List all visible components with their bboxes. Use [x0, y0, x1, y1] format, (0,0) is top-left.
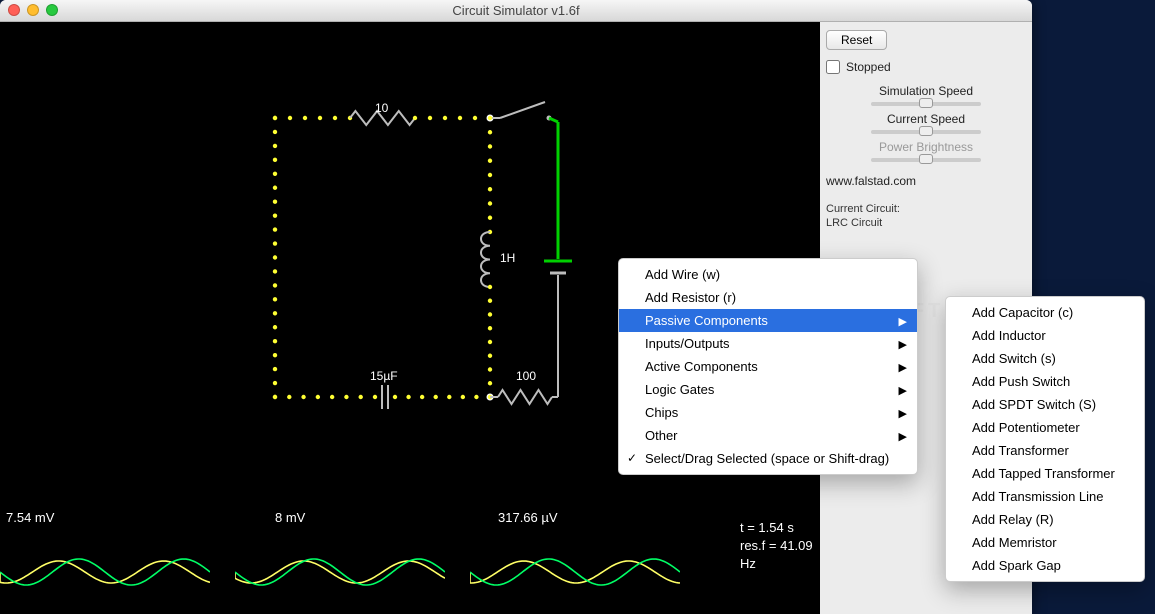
subctx-item-1[interactable]: Add Inductor [946, 324, 1144, 347]
zoom-icon[interactable] [46, 4, 58, 16]
svg-text:100: 100 [516, 369, 536, 383]
subctx-item-6[interactable]: Add Transformer [946, 439, 1144, 462]
current-circuit-name: LRC Circuit [826, 216, 1026, 230]
subctx-item-0[interactable]: Add Capacitor (c) [946, 301, 1144, 324]
context-menu[interactable]: Add Wire (w)Add Resistor (r)Passive Comp… [618, 258, 918, 475]
slider-power-brightness-label: Power Brightness [826, 140, 1026, 154]
ctx-item-2[interactable]: Passive Components▶ [619, 309, 917, 332]
subctx-item-11[interactable]: Add Spark Gap [946, 554, 1144, 577]
ctx-item-5[interactable]: Logic Gates▶ [619, 378, 917, 401]
slider-current-speed[interactable]: Current Speed [826, 112, 1026, 134]
scope-2-wave [235, 532, 445, 612]
ctx-item-6[interactable]: Chips▶ [619, 401, 917, 424]
subctx-item-2[interactable]: Add Switch (s) [946, 347, 1144, 370]
scope-3-label: 317.66 µV [498, 510, 558, 525]
submenu-arrow-icon: ▶ [899, 405, 907, 424]
window-controls [8, 4, 58, 16]
ctx-item-0[interactable]: Add Wire (w) [619, 263, 917, 286]
ctx-item-4[interactable]: Active Components▶ [619, 355, 917, 378]
svg-text:1H: 1H [500, 251, 515, 265]
submenu-arrow-icon: ▶ [899, 313, 907, 332]
submenu-arrow-icon: ▶ [899, 359, 907, 378]
window-title: Circuit Simulator v1.6f [452, 3, 579, 18]
ctx-item-3[interactable]: Inputs/Outputs▶ [619, 332, 917, 355]
minimize-icon[interactable] [27, 4, 39, 16]
subctx-item-8[interactable]: Add Transmission Line [946, 485, 1144, 508]
stopped-row[interactable]: Stopped [826, 60, 1026, 74]
scope-2-label: 8 mV [275, 510, 305, 525]
subctx-item-5[interactable]: Add Potentiometer [946, 416, 1144, 439]
subctx-item-4[interactable]: Add SPDT Switch (S) [946, 393, 1144, 416]
scope-1-wave [0, 532, 210, 612]
close-icon[interactable] [8, 4, 20, 16]
ctx-item-8[interactable]: Select/Drag Selected (space or Shift-dra… [619, 447, 917, 470]
check-icon: ✓ [627, 449, 637, 468]
svg-text:10: 10 [375, 101, 389, 115]
status-text: t = 1.54 sres.f = 41.09 Hz [740, 519, 820, 574]
stopped-label: Stopped [846, 60, 891, 74]
stopped-checkbox[interactable] [826, 60, 840, 74]
slider-sim-speed-label: Simulation Speed [826, 84, 1026, 98]
ctx-item-7[interactable]: Other▶ [619, 424, 917, 447]
subctx-item-10[interactable]: Add Memristor [946, 531, 1144, 554]
titlebar: Circuit Simulator v1.6f [0, 0, 1032, 22]
slider-sim-speed[interactable]: Simulation Speed [826, 84, 1026, 106]
current-circuit-block: Current Circuit: LRC Circuit [826, 202, 1026, 231]
reset-button[interactable]: Reset [826, 30, 887, 50]
context-submenu[interactable]: Add Capacitor (c)Add InductorAdd Switch … [945, 296, 1145, 582]
slider-power-brightness[interactable]: Power Brightness [826, 140, 1026, 162]
url-line[interactable]: www.falstad.com [826, 174, 1026, 188]
subctx-item-7[interactable]: Add Tapped Transformer [946, 462, 1144, 485]
scope-1-label: 7.54 mV [6, 510, 54, 525]
slider-current-speed-label: Current Speed [826, 112, 1026, 126]
subctx-item-9[interactable]: Add Relay (R) [946, 508, 1144, 531]
svg-text:15µF: 15µF [370, 369, 398, 383]
submenu-arrow-icon: ▶ [899, 382, 907, 401]
submenu-arrow-icon: ▶ [899, 336, 907, 355]
current-circuit-label: Current Circuit: [826, 202, 1026, 216]
ctx-item-1[interactable]: Add Resistor (r) [619, 286, 917, 309]
scope-3-wave [470, 532, 680, 612]
subctx-item-3[interactable]: Add Push Switch [946, 370, 1144, 393]
submenu-arrow-icon: ▶ [899, 428, 907, 447]
